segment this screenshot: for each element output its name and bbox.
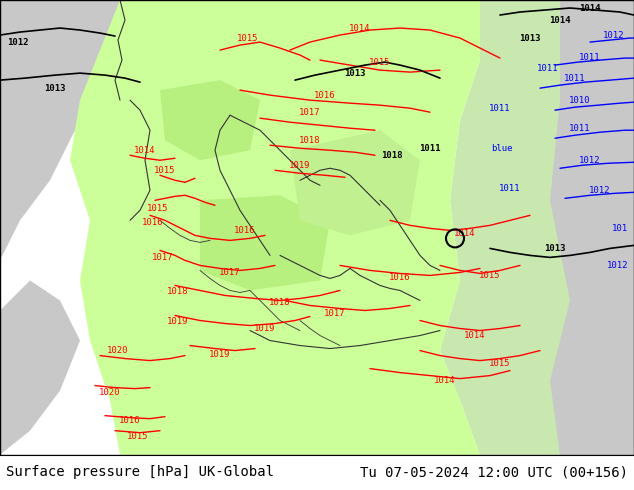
Text: 1014: 1014 xyxy=(349,24,371,32)
Text: 1015: 1015 xyxy=(489,359,511,368)
Text: 1019: 1019 xyxy=(167,317,189,326)
Polygon shape xyxy=(440,0,634,455)
Polygon shape xyxy=(550,0,634,455)
Text: 1011: 1011 xyxy=(489,104,511,113)
Text: 1014: 1014 xyxy=(464,331,486,340)
Text: 1012: 1012 xyxy=(607,261,629,270)
Text: 1013: 1013 xyxy=(544,244,566,253)
Text: 1014: 1014 xyxy=(434,376,456,385)
Text: 1018: 1018 xyxy=(167,287,189,296)
Text: 1016: 1016 xyxy=(119,416,141,425)
Text: 1016: 1016 xyxy=(142,218,164,227)
Text: 1013: 1013 xyxy=(44,84,66,93)
Text: 1013: 1013 xyxy=(344,69,366,77)
Text: 1019: 1019 xyxy=(289,161,311,170)
Text: 1017: 1017 xyxy=(219,268,241,277)
Text: 1011: 1011 xyxy=(419,144,441,153)
Text: 1015: 1015 xyxy=(369,58,391,67)
Text: 1016: 1016 xyxy=(314,91,336,99)
Text: 1012: 1012 xyxy=(589,186,611,195)
Polygon shape xyxy=(290,130,420,235)
Text: 1016: 1016 xyxy=(234,226,256,235)
Text: Surface pressure [hPa] UK-Global: Surface pressure [hPa] UK-Global xyxy=(6,466,275,479)
Polygon shape xyxy=(0,280,80,455)
Polygon shape xyxy=(0,0,120,260)
Text: 1014: 1014 xyxy=(549,16,571,24)
Text: 1012: 1012 xyxy=(7,38,29,47)
Text: 1014: 1014 xyxy=(454,229,476,238)
Text: 1010: 1010 xyxy=(569,96,591,105)
Text: 1015: 1015 xyxy=(147,204,169,213)
Text: 1011: 1011 xyxy=(499,184,521,193)
Polygon shape xyxy=(200,196,330,291)
Text: 1020: 1020 xyxy=(107,346,129,355)
Text: 1018: 1018 xyxy=(381,151,403,160)
Text: 1015: 1015 xyxy=(237,33,259,43)
Text: 1017: 1017 xyxy=(299,108,321,117)
Text: 1015: 1015 xyxy=(154,166,176,175)
Text: 1015: 1015 xyxy=(127,432,149,441)
Text: 1014: 1014 xyxy=(134,146,156,155)
Text: 1011: 1011 xyxy=(569,123,591,133)
Text: 1011: 1011 xyxy=(537,64,559,73)
Text: 101: 101 xyxy=(612,224,628,233)
Text: 1012: 1012 xyxy=(579,156,601,165)
Text: 1011: 1011 xyxy=(579,52,601,62)
Text: 1015: 1015 xyxy=(479,271,501,280)
Text: 1020: 1020 xyxy=(100,388,120,397)
Text: Tu 07-05-2024 12:00 UTC (00+156): Tu 07-05-2024 12:00 UTC (00+156) xyxy=(359,466,628,479)
Text: 1017: 1017 xyxy=(324,309,346,318)
Text: 1013: 1013 xyxy=(519,33,541,43)
Text: 1017: 1017 xyxy=(152,253,174,262)
Text: 1019: 1019 xyxy=(254,324,276,333)
Text: 1011: 1011 xyxy=(564,74,586,83)
Text: 1012: 1012 xyxy=(603,30,624,40)
Polygon shape xyxy=(160,80,260,160)
Text: 1018: 1018 xyxy=(299,136,321,145)
Text: 1014: 1014 xyxy=(579,3,601,13)
Text: 1016: 1016 xyxy=(389,273,411,282)
Polygon shape xyxy=(70,0,480,455)
Text: 1019: 1019 xyxy=(209,350,231,359)
Text: blue: blue xyxy=(491,144,513,153)
Text: 1018: 1018 xyxy=(269,298,291,307)
